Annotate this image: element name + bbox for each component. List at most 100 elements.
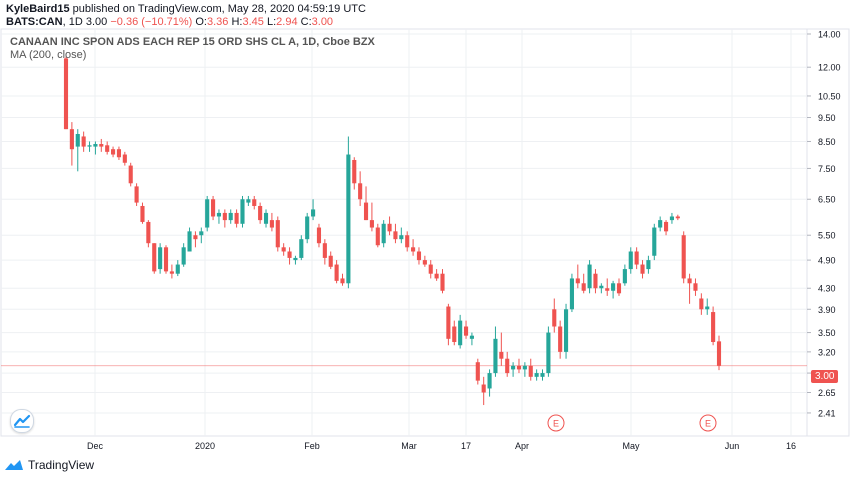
candle-body (499, 351, 504, 359)
candle (263, 209, 269, 228)
candle (187, 227, 192, 252)
candle-body (563, 309, 569, 352)
candle-body (605, 288, 610, 291)
candle (63, 56, 69, 130)
candle (434, 269, 439, 281)
candle (316, 223, 322, 248)
candle (93, 141, 98, 155)
candle (175, 260, 180, 277)
high-label: H: (231, 16, 243, 28)
candle-body (540, 373, 545, 377)
candle (163, 245, 169, 274)
candle-body (658, 220, 663, 228)
price-change: −0.36 (−10.71%) (110, 16, 193, 28)
candle-body (381, 223, 386, 244)
footer: TradingView (4, 458, 94, 472)
candle (581, 273, 586, 294)
symbol: BATS:CAN (6, 16, 63, 28)
chart-header: KyleBaird15 published on TradingView.com… (6, 3, 366, 29)
candle (716, 335, 722, 371)
tradingview-badge-icon[interactable] (10, 409, 34, 433)
candle (634, 247, 639, 270)
candle-body (428, 264, 433, 274)
candle (511, 362, 516, 377)
candle-body (716, 341, 722, 366)
price-tick-label: 4.90 (818, 256, 836, 266)
candle-body (599, 285, 604, 289)
ma-indicator-label[interactable]: MA (200, close) (10, 49, 87, 61)
candle-body (575, 278, 580, 284)
candle-body (328, 255, 333, 267)
candle (352, 157, 357, 190)
close-label: C: (300, 16, 312, 28)
candle (258, 202, 263, 224)
candle (675, 214, 680, 221)
earnings-marker[interactable]: E (699, 414, 717, 432)
publish-info: published on TradingView.com, May 28, 20… (69, 3, 366, 15)
candle-body (352, 159, 357, 184)
candle-body (199, 231, 204, 236)
candle-body (163, 247, 169, 272)
candle-body (393, 231, 398, 240)
candle-body (693, 283, 698, 291)
candle (81, 131, 86, 152)
earnings-marker-label: E (553, 419, 559, 429)
candle-body (287, 251, 292, 258)
candlestick-chart[interactable]: 14.00 12.00 10.50 9.50 8.50 7.50 6.50 5.50 4.90 4… (0, 28, 850, 458)
candle-body (240, 199, 245, 224)
candle (552, 298, 557, 333)
candle (134, 183, 139, 206)
plot-border (0, 28, 808, 437)
candle (505, 351, 510, 377)
candle (499, 332, 504, 366)
candle-body (216, 212, 222, 217)
ohlc-line: BATS:CAN, 1D 3.00 −0.36 (−10.71%) O:3.36… (6, 16, 366, 29)
publish-line: KyleBaird15 published on TradingView.com… (6, 3, 366, 16)
candle (428, 260, 433, 279)
footer-brand[interactable]: TradingView (28, 458, 95, 472)
candle (422, 255, 427, 267)
candle-body (440, 273, 445, 291)
earnings-marker-circle (547, 414, 565, 432)
candle-body (628, 251, 633, 270)
candle-body (375, 227, 380, 246)
time-tick-label: Mar (401, 441, 417, 451)
candle-body (346, 154, 351, 284)
price-tick-label: 3.50 (818, 328, 836, 338)
candle (146, 220, 151, 248)
candle (569, 273, 574, 313)
chart-title: CANAAN INC SPON ADS EACH REP 15 ORD SHS … (10, 36, 375, 48)
interval: , 1D (62, 16, 83, 28)
candle (534, 369, 539, 381)
time-tick-label: Apr (515, 441, 529, 451)
candle-body (699, 298, 704, 310)
candle (328, 251, 333, 270)
time-axis[interactable]: Dec 2020 Feb Mar 17 Apr May Jun 16 (87, 441, 796, 451)
candle-body (158, 247, 163, 270)
candle (275, 216, 280, 252)
time-tick-label: 17 (461, 441, 471, 451)
publisher-name[interactable]: KyleBaird15 (6, 3, 70, 15)
candle (452, 320, 457, 346)
candle-body (263, 212, 269, 224)
price-axis[interactable]: 14.00 12.00 10.50 9.50 8.50 7.50 6.50 5.50 4.90 4… (807, 30, 841, 419)
candle-body (434, 273, 439, 279)
candle-body (75, 134, 80, 147)
candle-body (358, 183, 363, 200)
time-tick-label: 2020 (195, 441, 215, 451)
price-tick-label: 8.50 (818, 137, 836, 147)
candle-body (458, 320, 463, 346)
candle (381, 220, 386, 248)
candle (705, 298, 710, 315)
candle (363, 186, 369, 221)
candle-body (252, 199, 257, 206)
candle (687, 273, 692, 304)
candle-body (211, 199, 216, 217)
candle (563, 303, 569, 359)
candle-body (475, 362, 480, 381)
earnings-marker-circle (699, 414, 717, 432)
candle-body (128, 165, 133, 184)
earnings-marker[interactable]: E (547, 414, 565, 432)
earnings-marker-label: E (705, 419, 711, 429)
